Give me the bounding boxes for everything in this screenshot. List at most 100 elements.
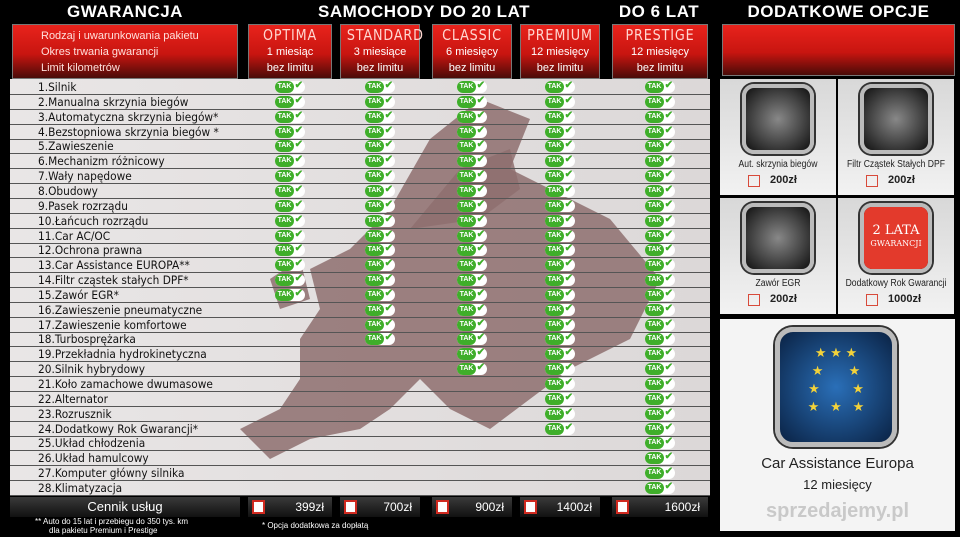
tak-check-icon: TAK ✔ [275,288,305,301]
table-row: 23.Rozrusznik TAK ✔ TAK ✔ [10,407,710,422]
tak-check-icon: TAK ✔ [545,80,575,93]
note-line-1: ** Auto do 15 lat i przebiegu do 350 tys… [35,517,188,526]
option-price: 200zł [770,293,797,305]
tak-check-icon: TAK ✔ [365,139,395,153]
item-label: 14.Filtr cząstek stałych DPF* [38,273,189,288]
tak-check-icon: TAK ✔ [457,125,487,138]
plan-checkbox[interactable] [616,500,629,514]
plan-header-1: STANDARD 3 miesiące bez limitu [340,24,424,79]
note-line-2: dla pakietu Premium i Prestige [49,526,158,535]
item-label: 11.Car AC/OC [38,228,111,243]
two-year-badge-icon: 2 LATA GWARANCJI [860,203,932,273]
tak-check-icon: TAK ✔ [545,407,575,420]
plan-header-0: OPTIMA 1 miesiąc bez limitu [248,24,332,79]
eu-stars-icon: ★ ★ ★ ★ ★ ★ ★ ★ ★ ★ [775,327,897,447]
plan-price-3: 1400zł [520,497,600,517]
tak-check-icon: TAK ✔ [545,347,575,361]
header-cars-20: SAMOCHODY DO 20 LAT [246,2,602,22]
plan-name: PRESTIGE [625,26,695,44]
plan-price: 1600zł [664,500,700,514]
tak-check-icon: TAK ✔ [275,273,305,287]
option-card[interactable]: Filtr Cząstek Stałych DPF 200zł [838,79,954,195]
tak-check-icon: TAK ✔ [365,95,395,108]
table-row: 16.Zawieszenie pneumatyczne TAK ✔ TAK ✔ TAK ✔ T… [10,303,710,318]
table-row: 10.Łańcuch rozrządu TAK ✔ TAK ✔ TAK ✔ TAK ✔ TAK ✔ [10,214,710,229]
item-label: 8.Obudowy [38,183,98,198]
tak-check-icon: TAK ✔ [645,95,675,108]
table-row: 13.Car Assistance EUROPA** TAK ✔ TAK ✔ TAK ✔ TA… [10,258,710,274]
table-row: 27.Komputer główny silnika TAK ✔ [10,466,710,482]
tak-check-icon: TAK ✔ [365,243,395,257]
plan-header-3: PREMIUM 12 miesięcy bez limitu [520,24,600,79]
tak-check-icon: TAK ✔ [275,95,305,108]
option-checkbox[interactable] [748,175,760,187]
option-card[interactable]: Zawór EGR 200zł [720,198,836,314]
tak-check-icon: TAK ✔ [645,110,675,123]
plan-price-1: 700zł [340,497,420,517]
table-row: 8.Obudowy TAK ✔ TAK ✔ TAK ✔ TAK ✔ TAK ✔ [10,184,710,199]
option-checkbox[interactable] [748,294,760,306]
tak-check-icon: TAK ✔ [457,273,487,287]
dpf-filter-icon [860,84,932,154]
tak-check-icon: TAK ✔ [457,184,487,197]
plan-price-0: 399zł [248,497,332,517]
plan-checkbox[interactable] [344,500,357,514]
watermark: sprzedajemy.pl [765,500,910,522]
table-row: 26.Układ hamulcowy TAK ✔ [10,451,710,467]
tak-check-icon: TAK ✔ [645,154,675,168]
item-label: 13.Car Assistance EUROPA** [38,258,190,273]
table-row: 17.Zawieszenie komfortowe TAK ✔ TAK ✔ TAK ✔ TAK… [10,318,710,333]
legend-period: Okres trwania gwarancji [41,46,159,58]
tak-check-icon: TAK ✔ [545,362,575,376]
tak-check-icon: TAK ✔ [457,318,487,331]
tak-check-icon: TAK ✔ [645,436,675,450]
tak-check-icon: TAK ✔ [545,318,575,331]
plan-limit: bez limitu [356,62,404,74]
plan-checkbox[interactable] [436,500,449,514]
plan-name: STANDARD [346,26,424,44]
option-checkbox[interactable] [866,294,878,306]
coverage-table: 1.Silnik TAK ✔ TAK ✔ TAK ✔ TAK ✔ TAK ✔ 2.Manualna s… [10,79,710,496]
tak-check-icon: TAK ✔ [275,214,305,227]
option-price: 200zł [888,174,915,186]
option-card[interactable]: Aut. skrzynia biegów 200zł [720,79,836,195]
item-label: 25.Układ chłodzenia [38,436,146,451]
plan-checkbox[interactable] [524,500,537,514]
table-row: 19.Przekładnia hydrokinetyczna TAK ✔ TAK ✔ TA… [10,347,710,363]
item-label: 10.Łańcuch rozrządu [38,213,149,228]
plan-period: 3 miesiące [353,46,407,58]
option-label: Aut. skrzynia biegów [738,159,818,170]
tak-check-icon: TAK ✔ [275,169,305,183]
option-price: 1000zł [888,293,922,305]
plan-price: 700zł [383,500,412,514]
tak-check-icon: TAK ✔ [645,451,675,465]
tak-check-icon: TAK ✔ [545,214,575,227]
tak-check-icon: TAK ✔ [457,80,487,93]
option-card[interactable]: 2 LATA GWARANCJI Dodatkowy Rok Gwarancji 10… [838,198,954,314]
plan-checkbox[interactable] [252,500,265,514]
tak-check-icon: TAK ✔ [275,125,305,138]
tak-check-icon: TAK ✔ [365,332,395,346]
legend-box: Rodzaj i uwarunkowania pakietu Okres trw… [12,24,238,79]
tak-check-icon: TAK ✔ [365,229,395,242]
table-row: 12.Ochrona prawna TAK ✔ TAK ✔ TAK ✔ TAK ✔ TAK ✔ [10,243,710,259]
item-label: 5.Zawieszenie [38,139,114,154]
table-row: 28.Klimatyzacja TAK ✔ [10,481,710,496]
extras-banner [722,24,955,76]
badge-subtext: GWARANCJI [870,239,922,248]
table-row: 14.Filtr cząstek stałych DPF* TAK ✔ TAK ✔ TAK… [10,273,710,289]
option-checkbox[interactable] [866,175,878,187]
tak-check-icon: TAK ✔ [645,214,675,227]
item-label: 1.Silnik [38,80,77,94]
tak-check-icon: TAK ✔ [457,362,487,376]
plan-name: OPTIMA [262,26,318,44]
tak-check-icon: TAK ✔ [545,199,575,212]
tak-check-icon: TAK ✔ [645,125,675,138]
tak-check-icon: TAK ✔ [457,258,487,272]
table-row: 7.Wały napędowe TAK ✔ TAK ✔ TAK ✔ TAK ✔ TAK ✔ [10,169,710,185]
plan-price: 399zł [295,500,324,514]
plan-limit: bez limitu [266,62,314,74]
tak-check-icon: TAK ✔ [645,481,675,494]
item-label: 27.Komputer główny silnika [38,466,185,481]
tak-check-icon: TAK ✔ [365,110,395,123]
